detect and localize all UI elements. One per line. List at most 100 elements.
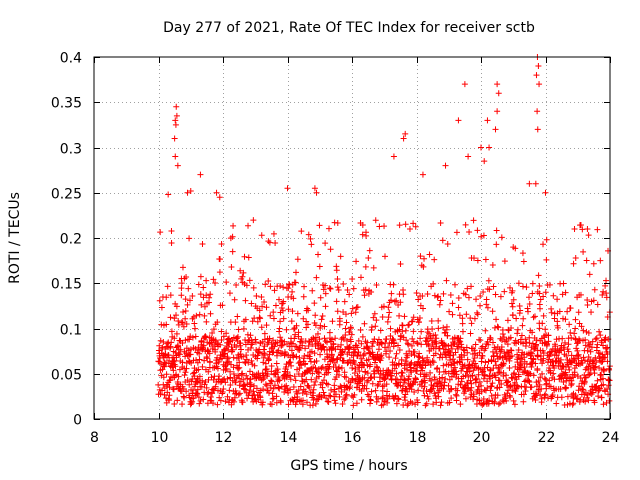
data-point [390,153,397,160]
data-point [218,241,225,248]
data-point [449,311,456,318]
data-point [526,294,532,301]
data-point [336,372,343,379]
data-point [451,364,458,371]
data-point [324,398,331,405]
data-point [536,381,543,388]
data-point [190,387,197,394]
data-point [374,364,381,371]
data-point [508,300,515,307]
data-point [539,360,546,367]
data-point [440,324,447,331]
data-point [483,301,490,308]
data-point [401,377,408,384]
data-point [286,343,293,350]
data-point [592,354,599,361]
data-point [542,391,549,398]
data-point [172,153,179,160]
data-point [411,348,418,355]
data-point [399,322,406,329]
data-point [571,330,578,337]
data-point [591,364,598,371]
data-point [504,379,511,386]
data-point [172,121,179,128]
data-point [556,308,563,315]
data-point [339,401,346,408]
data-point [599,292,606,299]
data-point [171,357,178,364]
data-point [365,345,372,352]
data-point [333,356,340,363]
data-point [468,320,475,327]
data-point [604,386,611,393]
data-point [557,386,564,393]
data-point [429,326,436,333]
data-point [217,341,224,348]
data-point [386,309,393,316]
data-point [569,401,576,408]
data-point [553,400,560,407]
x-tick-label: 16 [344,430,362,446]
data-point [482,345,489,352]
data-point [473,296,480,303]
data-point [534,353,541,360]
data-point [308,241,315,248]
data-point [570,260,577,267]
data-point [520,258,527,265]
data-point [353,258,360,265]
data-point [425,342,432,349]
data-point [222,398,229,405]
data-point [367,361,374,368]
data-point [277,318,284,325]
data-point [216,269,223,276]
data-point [386,354,393,361]
data-point [534,367,541,374]
data-point [486,286,493,293]
data-point [171,135,178,142]
data-point [339,334,346,341]
data-point [191,320,198,327]
data-point [332,335,339,342]
data-point [370,314,377,321]
data-point [325,225,332,232]
data-point [301,370,308,377]
data-point [304,321,311,328]
data-point [175,321,182,328]
data-point [294,366,301,373]
data-point [603,294,610,301]
data-point [487,375,494,382]
data-point [247,381,254,388]
data-point [388,297,395,304]
data-point [372,387,379,394]
data-point [277,334,284,341]
data-point [521,369,528,376]
data-point [308,348,315,355]
data-point [524,305,531,312]
data-point [200,342,207,349]
data-point [460,346,467,353]
data-point [203,354,210,361]
data-point [192,333,199,340]
data-point [290,397,297,404]
data-point [223,365,230,372]
data-point [577,222,584,229]
data-point [199,377,206,384]
data-point [348,325,355,332]
data-point [507,393,514,400]
data-point [493,227,500,234]
data-point [297,383,304,390]
data-point [267,384,274,391]
data-point [325,398,332,405]
data-point [164,340,171,347]
data-point [497,293,504,300]
data-point [187,401,194,408]
data-point [194,359,201,366]
data-point [565,348,572,355]
data-point [284,340,291,347]
data-point [591,370,598,377]
data-point [456,337,463,344]
data-point [346,385,353,392]
data-point [563,352,570,359]
data-point [288,347,295,354]
data-point [548,393,555,400]
